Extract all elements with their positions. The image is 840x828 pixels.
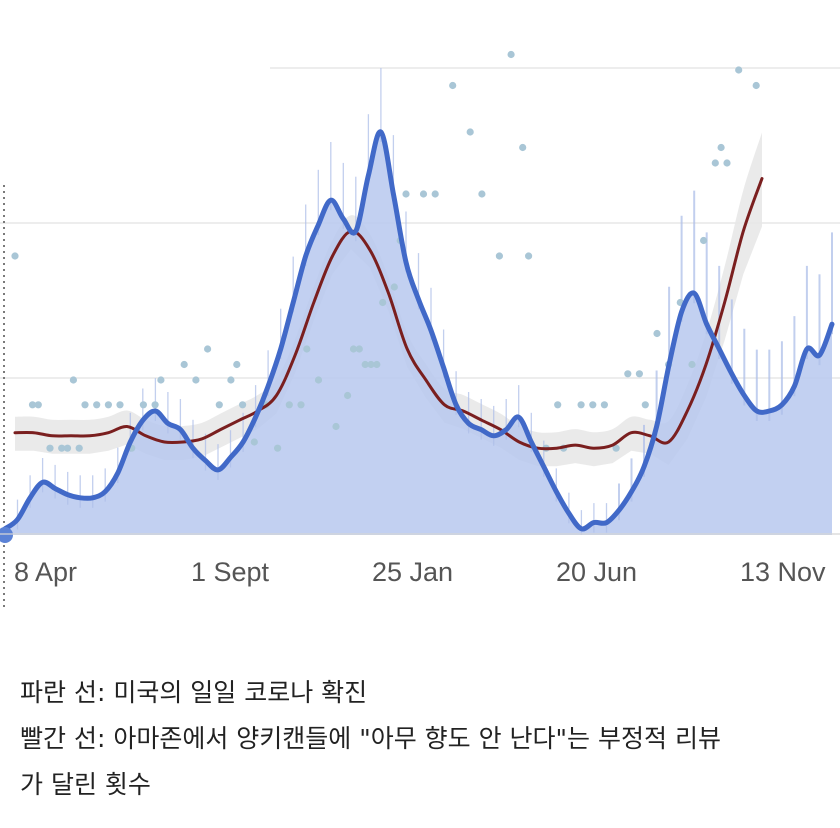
review-point xyxy=(314,376,323,384)
review-point xyxy=(600,401,609,409)
review-point xyxy=(104,401,112,409)
review-point xyxy=(367,360,375,369)
review-point xyxy=(612,444,620,452)
review-point xyxy=(373,360,381,369)
review-point xyxy=(700,236,708,245)
review-point xyxy=(274,444,282,452)
review-point xyxy=(402,190,410,198)
review-point xyxy=(215,401,223,409)
review-point xyxy=(711,159,719,167)
review-point xyxy=(723,159,731,167)
review-point xyxy=(34,401,42,409)
review-point xyxy=(233,360,241,369)
review-point xyxy=(577,401,585,409)
review-point xyxy=(81,401,89,409)
review-point xyxy=(297,401,305,409)
negative-reviews-line xyxy=(13,177,764,451)
review-point xyxy=(478,190,486,198)
review-point xyxy=(752,81,760,90)
review-point xyxy=(361,360,369,369)
daily-cases-line xyxy=(2,129,835,532)
review-point xyxy=(735,66,743,74)
cases-start-marker xyxy=(0,527,13,543)
x-tick-label: 1 Sept xyxy=(191,557,270,587)
review-point xyxy=(227,376,235,384)
review-point xyxy=(624,370,632,378)
review-point xyxy=(285,401,293,409)
chart: 8 Apr 1 Sept 25 Jan 20 Jun 13 Nov xyxy=(0,50,840,610)
review-point xyxy=(93,401,101,409)
review-point xyxy=(11,252,19,260)
review-point xyxy=(344,391,352,400)
review-point xyxy=(239,401,247,409)
review-point xyxy=(139,401,147,409)
caption: 파란 선: 미국의 일일 코로나 확진 빨간 선: 아마존에서 양키캔들에 "아… xyxy=(20,670,830,808)
review-point xyxy=(688,360,696,369)
caption-line: 빨간 선: 아마존에서 양키캔들에 "아무 향도 안 난다"는 부정적 리뷰 xyxy=(20,724,721,753)
review-point xyxy=(519,143,527,152)
review-point xyxy=(419,190,428,198)
x-axis-ticks: 8 Apr 1 Sept 25 Jan 20 Jun 13 Nov xyxy=(14,557,826,587)
review-point xyxy=(507,50,515,59)
review-point xyxy=(192,376,200,384)
review-points xyxy=(11,50,760,452)
x-tick-label: 20 Jun xyxy=(556,557,637,587)
review-point xyxy=(431,190,439,198)
x-tick-label: 25 Jan xyxy=(372,557,453,587)
review-point xyxy=(635,370,644,378)
review-point xyxy=(151,401,159,409)
review-point xyxy=(653,329,661,338)
review-point xyxy=(116,401,124,409)
review-point xyxy=(46,444,54,452)
review-point xyxy=(554,401,562,409)
review-point xyxy=(250,438,258,446)
review-point xyxy=(204,345,212,353)
review-point xyxy=(449,81,457,90)
review-point xyxy=(589,401,597,409)
review-point xyxy=(180,360,188,369)
review-point xyxy=(495,252,503,260)
review-point xyxy=(349,345,358,353)
review-point xyxy=(525,252,533,260)
caption-line: 파란 선: 미국의 일일 코로나 확진 xyxy=(20,678,368,707)
x-tick-label: 8 Apr xyxy=(14,557,77,587)
cases-area xyxy=(5,131,832,535)
review-point xyxy=(355,345,363,353)
caption-line: 가 달린 횟수 xyxy=(20,770,151,799)
review-point xyxy=(75,444,83,452)
review-point xyxy=(466,128,474,136)
review-point xyxy=(332,422,340,431)
review-point xyxy=(379,298,387,307)
review-point xyxy=(303,345,311,353)
review-point xyxy=(390,283,398,291)
review-point xyxy=(58,444,66,452)
review-point xyxy=(641,401,649,409)
review-point xyxy=(63,444,72,452)
review-point xyxy=(717,143,725,152)
review-point xyxy=(69,376,77,384)
review-point xyxy=(28,401,37,409)
x-tick-label: 13 Nov xyxy=(740,557,826,587)
review-point xyxy=(157,376,165,384)
